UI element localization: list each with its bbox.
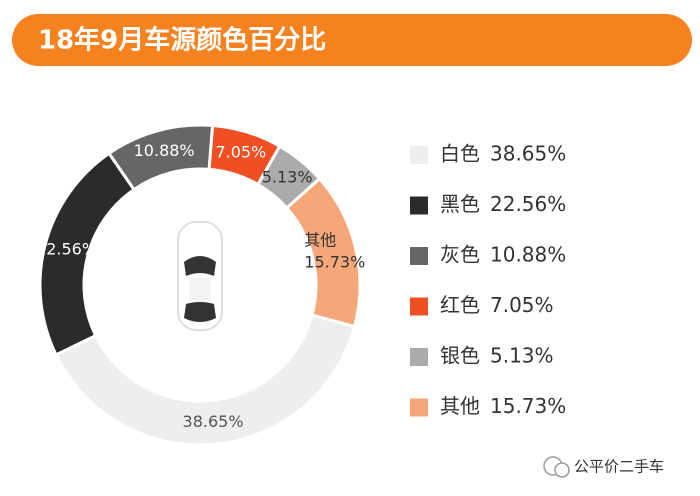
- legend-value: 15.73%: [490, 394, 566, 418]
- legend-label: 红色: [440, 293, 480, 317]
- donut-slice: [284, 176, 362, 329]
- legend-label: 黑色: [440, 192, 480, 216]
- donut-slice: [54, 313, 357, 447]
- legend-value: 10.88%: [490, 243, 566, 267]
- title-bar: [12, 14, 692, 66]
- car-icon: [177, 221, 223, 331]
- donut: 38.65% 22.56% 10.88% 7.05% 5.13% 其他 15.73%: [36, 123, 365, 447]
- legend-label: 银色: [440, 344, 480, 368]
- slice-value-label: 7.05%: [215, 143, 266, 162]
- legend-value: 5.13%: [490, 344, 554, 368]
- legend-label: 白色: [440, 142, 480, 166]
- legend-swatch: [410, 196, 428, 215]
- legend-swatch: [410, 297, 428, 316]
- legend-label: 其他: [440, 394, 480, 418]
- legend: 白色 38.65% 黑色 22.56% 灰色 10.88% 红色 7.05% 银色 5.13% 其他…: [410, 142, 566, 418]
- legend-swatch: [410, 146, 428, 164]
- legend-value: 22.56%: [490, 192, 566, 216]
- watermark-text: 公平价二手车: [574, 458, 664, 476]
- slice-value-label: 22.56%: [36, 239, 97, 258]
- slice-value-label: 10.88%: [134, 141, 195, 160]
- slice-value-label: 15.73%: [304, 253, 365, 272]
- chart-title: 18年9月车源颜色百分比: [38, 25, 326, 56]
- legend-swatch: [410, 398, 428, 417]
- watermark: 公平价二手车: [543, 456, 664, 478]
- legend-value: 38.65%: [490, 142, 566, 166]
- legend-swatch: [410, 247, 428, 265]
- slice-value-label: 38.65%: [183, 412, 244, 431]
- slice-value-label: 5.13%: [262, 167, 313, 186]
- legend-value: 7.05%: [490, 293, 554, 317]
- legend-swatch: [410, 348, 428, 366]
- slice-category-label: 其他: [304, 231, 336, 250]
- legend-label: 灰色: [440, 243, 480, 267]
